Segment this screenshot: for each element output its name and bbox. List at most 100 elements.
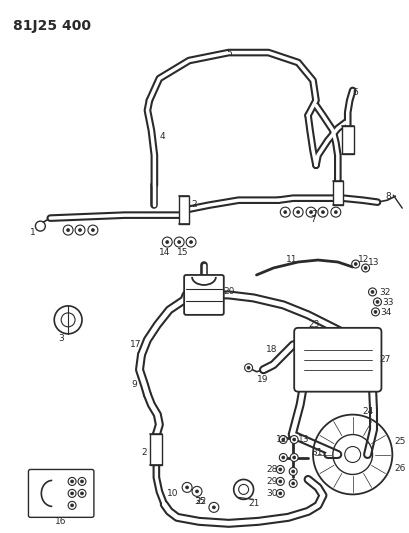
Circle shape [81,492,83,495]
Circle shape [293,207,303,217]
Circle shape [245,364,252,372]
Circle shape [182,482,192,492]
Circle shape [331,207,341,217]
Text: 21: 21 [249,499,260,508]
Text: 19: 19 [256,375,268,384]
Circle shape [247,366,250,369]
Circle shape [293,456,296,459]
Circle shape [78,478,86,486]
Circle shape [279,492,282,495]
Circle shape [279,454,287,462]
Circle shape [68,478,76,486]
Text: 6: 6 [353,88,358,98]
Text: 22: 22 [195,497,206,506]
Circle shape [78,489,86,497]
Circle shape [310,211,312,214]
Circle shape [376,301,379,303]
Circle shape [92,229,94,232]
Text: 8: 8 [385,192,391,201]
Circle shape [192,487,202,496]
Text: 2: 2 [191,200,197,209]
Circle shape [371,290,374,294]
FancyBboxPatch shape [294,328,382,392]
Circle shape [239,484,249,495]
Text: 13: 13 [368,258,379,267]
Text: 1: 1 [30,228,36,237]
Text: 16: 16 [55,518,67,527]
Circle shape [68,502,76,510]
FancyBboxPatch shape [184,275,224,315]
Text: 9: 9 [132,379,137,389]
Circle shape [362,264,370,272]
Circle shape [297,211,300,214]
Circle shape [352,260,360,268]
Bar [179,196,189,224]
Circle shape [282,438,285,441]
Text: 11: 11 [286,255,298,264]
Circle shape [373,298,382,306]
Text: 15: 15 [177,248,189,257]
Circle shape [276,478,284,486]
Circle shape [290,435,298,443]
Circle shape [212,506,216,509]
Text: 12: 12 [276,434,288,443]
Circle shape [354,263,357,265]
Circle shape [284,211,287,214]
Text: 5: 5 [226,49,231,58]
Circle shape [293,438,296,441]
Circle shape [290,454,298,462]
Circle shape [292,470,294,473]
Circle shape [68,489,76,497]
Circle shape [209,503,219,512]
Circle shape [292,482,294,485]
Text: 2: 2 [142,448,147,457]
Text: 7: 7 [310,215,316,224]
Text: 81J25 400: 81J25 400 [13,19,90,33]
Text: 28: 28 [266,465,278,474]
Bar [151,433,162,465]
Text: 26: 26 [394,464,406,473]
Circle shape [280,207,290,217]
FancyBboxPatch shape [29,470,94,518]
Circle shape [178,240,181,244]
Circle shape [279,468,282,471]
Text: 7: 7 [311,210,317,219]
Circle shape [71,492,74,495]
Text: 24: 24 [363,407,374,416]
Text: 33: 33 [382,298,394,307]
Circle shape [71,480,74,483]
Text: 34: 34 [380,308,392,317]
Text: 31: 31 [311,448,323,457]
Text: 20: 20 [224,287,235,296]
Circle shape [279,480,282,483]
Circle shape [321,211,324,214]
Circle shape [186,237,196,247]
Circle shape [369,288,377,296]
Circle shape [63,225,73,235]
Text: 17: 17 [130,340,141,349]
Circle shape [166,240,169,244]
Circle shape [190,240,193,244]
Text: 10: 10 [167,489,179,498]
Circle shape [81,480,83,483]
Circle shape [289,480,297,487]
Text: 23: 23 [308,320,319,329]
Circle shape [371,308,380,316]
Circle shape [364,266,367,270]
Text: 35: 35 [194,497,206,506]
Text: 13: 13 [298,434,310,443]
Circle shape [279,435,287,443]
Text: 14: 14 [160,248,171,257]
Text: 30: 30 [266,489,278,498]
Circle shape [276,489,284,497]
Text: 18: 18 [266,345,278,354]
Text: 25: 25 [394,437,406,446]
Circle shape [282,456,285,459]
Text: 32: 32 [380,288,391,297]
Circle shape [75,225,85,235]
Text: 3: 3 [58,334,64,343]
Circle shape [186,486,189,489]
Bar [342,126,354,154]
Text: 29: 29 [266,478,278,487]
Circle shape [196,490,198,493]
